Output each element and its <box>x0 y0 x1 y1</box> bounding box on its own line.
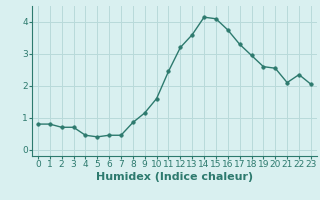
X-axis label: Humidex (Indice chaleur): Humidex (Indice chaleur) <box>96 172 253 182</box>
